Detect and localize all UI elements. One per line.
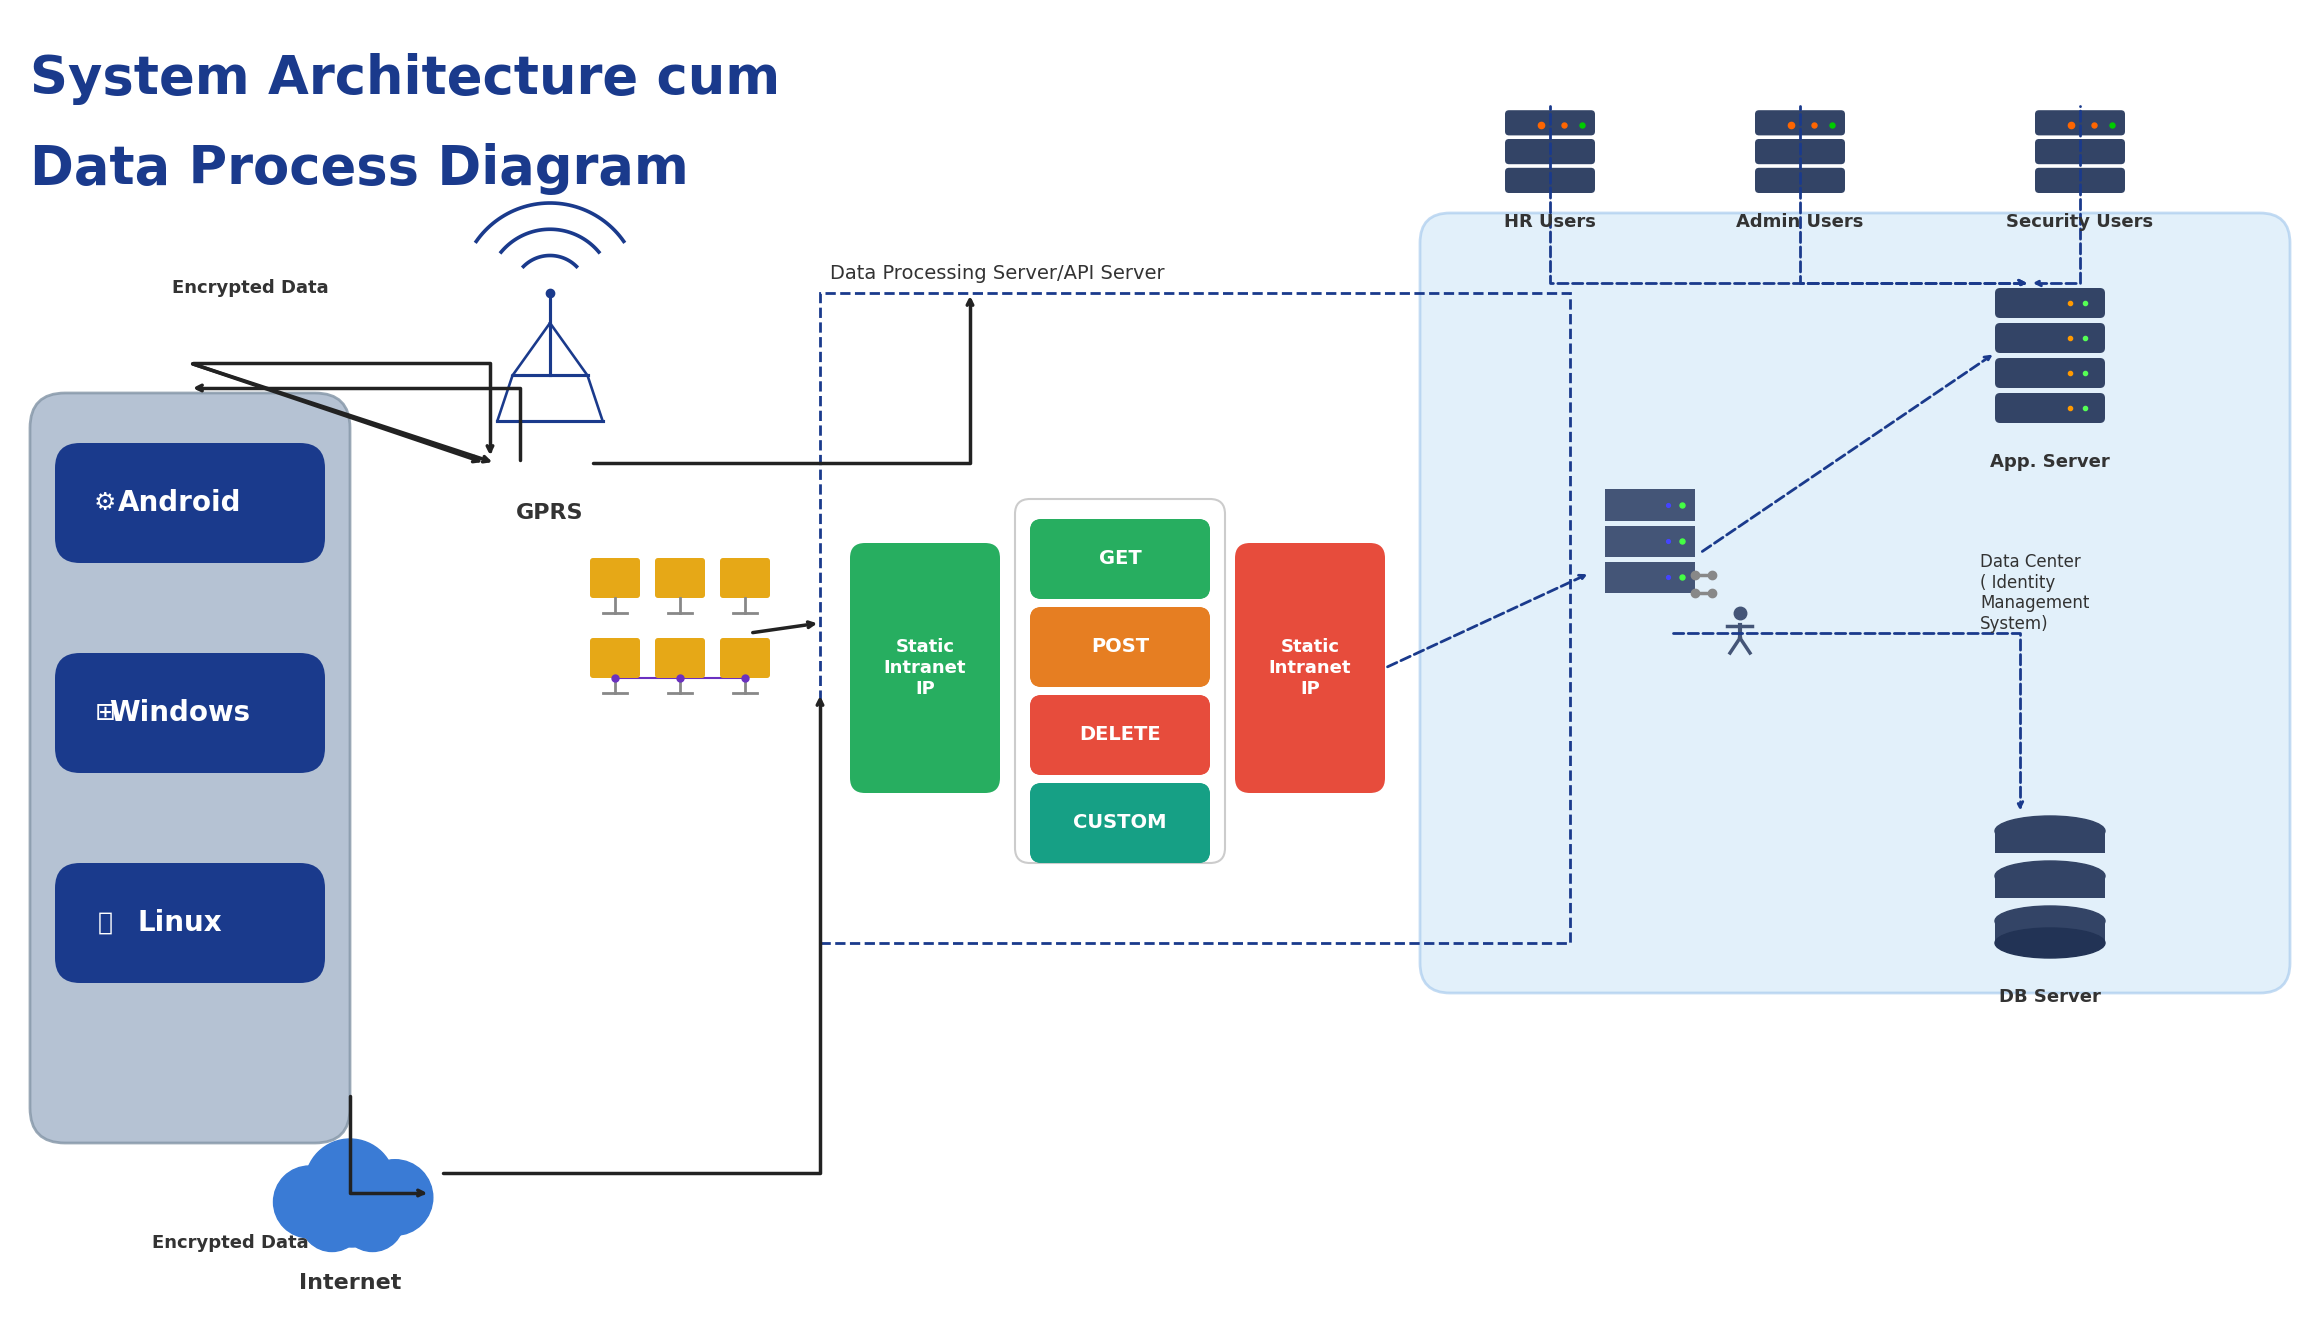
FancyBboxPatch shape — [654, 557, 705, 598]
Text: Security Users: Security Users — [2007, 214, 2154, 231]
Text: POST: POST — [1090, 638, 1150, 657]
Text: App. Server: App. Server — [1991, 453, 2110, 471]
FancyBboxPatch shape — [1016, 500, 1226, 864]
Text: Static
Intranet
IP: Static Intranet IP — [885, 638, 965, 698]
Ellipse shape — [1995, 928, 2106, 958]
Text: DELETE: DELETE — [1078, 725, 1161, 744]
Ellipse shape — [1995, 861, 2106, 890]
Text: GPRS: GPRS — [516, 504, 583, 522]
Bar — [1606, 489, 1696, 521]
Bar — [1995, 921, 2106, 943]
Text: ⊞: ⊞ — [94, 701, 115, 725]
Text: Data Process Diagram: Data Process Diagram — [30, 142, 689, 195]
Ellipse shape — [1995, 817, 2106, 846]
FancyBboxPatch shape — [590, 638, 641, 678]
FancyBboxPatch shape — [1995, 359, 2106, 388]
Text: Linux: Linux — [138, 909, 221, 937]
FancyBboxPatch shape — [719, 557, 770, 598]
Bar — [1606, 561, 1696, 594]
FancyBboxPatch shape — [2034, 168, 2124, 193]
Bar — [820, 293, 1569, 943]
FancyBboxPatch shape — [30, 393, 350, 1143]
Bar — [1995, 876, 2106, 898]
Ellipse shape — [1995, 907, 2106, 936]
FancyBboxPatch shape — [850, 543, 1000, 792]
FancyBboxPatch shape — [1030, 607, 1210, 688]
FancyBboxPatch shape — [1505, 168, 1594, 193]
Bar — [1995, 831, 2106, 853]
Text: Data Processing Server/API Server: Data Processing Server/API Server — [829, 265, 1164, 283]
FancyBboxPatch shape — [1030, 783, 1210, 864]
Circle shape — [304, 1139, 394, 1229]
Text: Encrypted Data: Encrypted Data — [152, 1234, 309, 1252]
Circle shape — [341, 1189, 403, 1252]
Text: DB Server: DB Server — [2000, 988, 2101, 1006]
FancyBboxPatch shape — [1505, 110, 1594, 136]
Text: Static
Intranet
IP: Static Intranet IP — [1270, 638, 1350, 698]
Text: 🐧: 🐧 — [97, 911, 113, 935]
FancyBboxPatch shape — [55, 443, 325, 563]
Text: ⚙: ⚙ — [94, 492, 115, 514]
FancyBboxPatch shape — [1505, 138, 1594, 164]
Text: CUSTOM: CUSTOM — [1074, 814, 1166, 833]
Circle shape — [300, 1189, 364, 1252]
Text: GET: GET — [1099, 549, 1140, 568]
Text: Windows: Windows — [108, 698, 251, 727]
FancyBboxPatch shape — [1419, 214, 2290, 992]
Bar — [1606, 525, 1696, 557]
FancyBboxPatch shape — [1995, 287, 2106, 318]
FancyBboxPatch shape — [1030, 518, 1210, 599]
FancyBboxPatch shape — [1030, 783, 1210, 864]
FancyBboxPatch shape — [1756, 110, 1846, 136]
Text: Encrypted Data: Encrypted Data — [173, 279, 327, 297]
Text: Data Center
( Identity
Management
System): Data Center ( Identity Management System… — [1979, 553, 2090, 633]
Text: POST: POST — [1090, 638, 1150, 657]
FancyBboxPatch shape — [1030, 694, 1210, 775]
Text: Android: Android — [118, 489, 242, 517]
FancyBboxPatch shape — [1756, 168, 1846, 193]
FancyBboxPatch shape — [2034, 110, 2124, 136]
Circle shape — [357, 1160, 433, 1236]
FancyBboxPatch shape — [590, 557, 641, 598]
FancyBboxPatch shape — [1235, 543, 1385, 792]
FancyBboxPatch shape — [1756, 138, 1846, 164]
FancyBboxPatch shape — [1995, 324, 2106, 353]
Text: System Architecture cum: System Architecture cum — [30, 52, 781, 105]
FancyBboxPatch shape — [2034, 138, 2124, 164]
Text: Internet: Internet — [300, 1273, 401, 1293]
FancyBboxPatch shape — [1030, 607, 1210, 688]
FancyBboxPatch shape — [719, 638, 770, 678]
Text: GET: GET — [1099, 549, 1140, 568]
FancyBboxPatch shape — [55, 653, 325, 774]
FancyBboxPatch shape — [55, 864, 325, 983]
Text: CUSTOM: CUSTOM — [1074, 814, 1166, 833]
FancyBboxPatch shape — [654, 638, 705, 678]
Text: DELETE: DELETE — [1078, 725, 1161, 744]
FancyBboxPatch shape — [1995, 393, 2106, 423]
Text: HR Users: HR Users — [1505, 214, 1597, 231]
Circle shape — [311, 1166, 392, 1248]
Text: Admin Users: Admin Users — [1737, 214, 1864, 231]
FancyBboxPatch shape — [1030, 518, 1210, 599]
Circle shape — [274, 1166, 346, 1238]
FancyBboxPatch shape — [1030, 694, 1210, 775]
